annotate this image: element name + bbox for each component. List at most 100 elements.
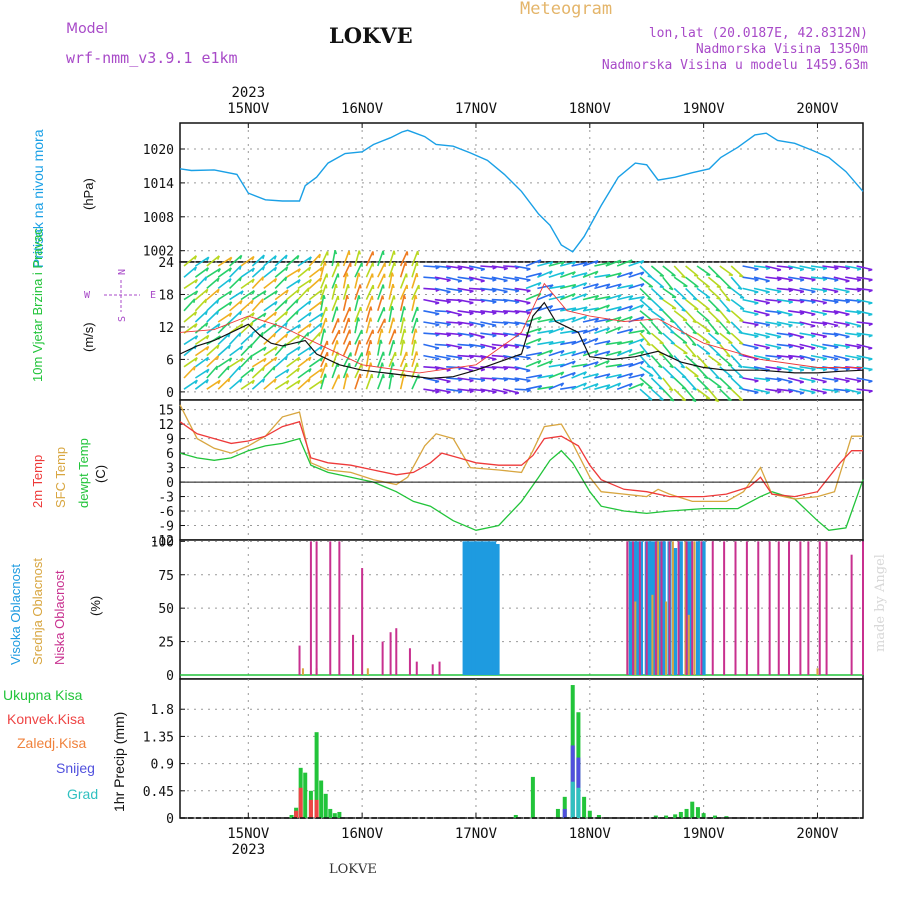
wind-arrow [776, 265, 793, 269]
wind-arrow [548, 382, 564, 390]
cloud-bar [671, 541, 674, 675]
wind-arrow-head [617, 326, 622, 331]
wind-arrow-head [194, 335, 199, 340]
wind-arrow [399, 251, 408, 267]
y-tick-label: -12 [151, 534, 174, 549]
wind-arrow-head [754, 268, 759, 271]
wind-arrow-head [515, 301, 520, 304]
wind-arrow-head [204, 298, 208, 304]
wind-arrow-head [680, 331, 686, 335]
wind-arrow [388, 283, 394, 300]
wind-arrow [548, 326, 565, 334]
wind-arrow-head [526, 289, 531, 293]
wind-arrow [229, 332, 242, 345]
wind-arrow-head [738, 365, 743, 369]
wind-arrow [605, 341, 622, 346]
wind-arrow [707, 265, 721, 278]
wind-arrow-head [538, 385, 543, 390]
wind-arrow [320, 317, 327, 334]
wind-arrow [388, 351, 397, 368]
wind-arrow-head [799, 336, 804, 339]
wind-arrow [628, 360, 644, 368]
wind-arrow [342, 262, 352, 278]
wind-arrow [628, 329, 645, 334]
cloud-bar [478, 541, 483, 675]
wind-arrow [377, 318, 386, 334]
wind-arrow [263, 345, 278, 357]
wind-arrow-head [788, 334, 793, 338]
wind-arrow-head [403, 294, 407, 300]
cloud-bar [471, 541, 476, 675]
wind-arrow-head [458, 378, 463, 382]
wind-arrow [217, 344, 231, 357]
legend-conv-precip: Konvek.Kisa [7, 711, 85, 727]
wind-arrow [503, 298, 520, 303]
model-label: Model [66, 21, 109, 37]
wind-arrow-head [273, 311, 277, 316]
wind-arrow-head [480, 324, 485, 328]
wind-arrow [320, 251, 329, 267]
wind-arrow-head [646, 331, 651, 335]
wind-arrow-head [194, 379, 198, 385]
wind-arrow-head [446, 333, 452, 338]
wind-arrow [491, 343, 508, 348]
wind-arrow-head [594, 260, 599, 265]
wind-arrow [286, 310, 299, 323]
wind-arrow-head [391, 306, 395, 311]
wind-arrow [217, 377, 231, 390]
wind-arrow-head [754, 302, 759, 305]
wind-arrow-head [659, 285, 664, 289]
wind-arrow [571, 282, 587, 290]
wind-arrow [571, 363, 588, 368]
wind-arrow-head [754, 313, 759, 317]
wind-arrow [194, 368, 210, 379]
wind-arrow-head [262, 366, 265, 372]
wind-arrow [229, 265, 242, 278]
wind-arrow-head [868, 390, 873, 394]
wind-arrow [673, 287, 687, 300]
wind-arrow [788, 366, 805, 371]
wind-arrow [399, 273, 408, 289]
cloud-bar [687, 614, 690, 675]
wind-arrow [423, 377, 440, 383]
wind-arrow [468, 366, 485, 371]
y-tick-label: 24 [158, 256, 174, 271]
wind-arrow-head [503, 378, 509, 382]
wind-arrow [286, 288, 300, 301]
wind-arrow [571, 350, 588, 357]
cloud-bar [818, 541, 821, 675]
wind-arrow-head [594, 383, 599, 388]
wind-arrow-head [680, 365, 685, 369]
wind-arrow [696, 310, 710, 322]
wind-arrow-head [648, 285, 653, 288]
wind-arrow-head [229, 290, 233, 295]
wind-arrow [537, 340, 554, 346]
wind-arrow-head [262, 254, 265, 260]
wind-arrow [856, 354, 873, 360]
precip-bar [596, 814, 601, 818]
wind-arrow [707, 276, 722, 289]
wind-arrow [331, 306, 338, 323]
wind-arrow [286, 379, 301, 390]
wind-arrow-head [606, 283, 611, 288]
y-tick-label: 0 [166, 669, 174, 684]
wind-arrow [616, 348, 633, 357]
wind-arrow-head [446, 391, 451, 395]
wind-arrow-head [537, 338, 542, 343]
wind-arrow-head [261, 276, 265, 281]
wind-arrow-head [307, 378, 311, 383]
wind-arrow-head [549, 360, 553, 365]
wind-arrow [628, 373, 645, 379]
cloud-bar [638, 541, 641, 675]
wind-arrow-head [583, 315, 588, 320]
wind-arrow [707, 343, 721, 356]
y-tick-label: -6 [158, 505, 174, 520]
wind-arrow [696, 332, 711, 344]
wind-arrow [833, 332, 850, 338]
wind-arrow-head [868, 368, 873, 372]
wind-arrow-head [682, 319, 687, 322]
wind-arrow-head [492, 312, 497, 315]
wind-arrow [799, 287, 816, 293]
y-tick-label: 0 [166, 812, 174, 827]
wind-arrow [730, 276, 743, 290]
